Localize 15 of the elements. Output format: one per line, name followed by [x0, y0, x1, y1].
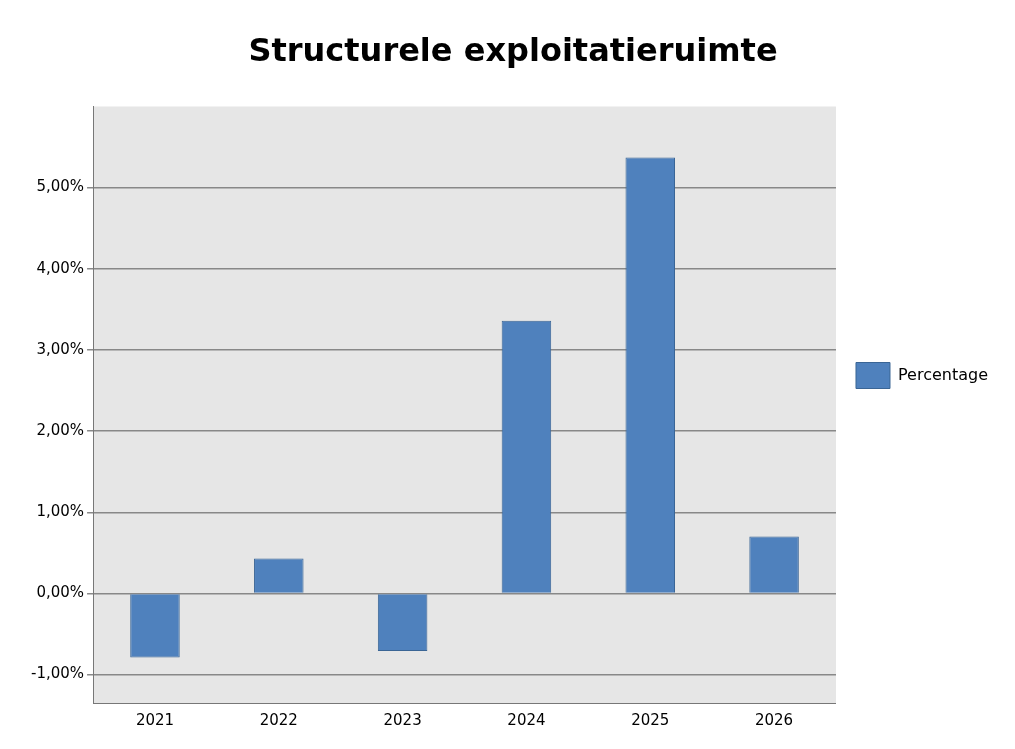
- x-tick-label: 2024: [507, 710, 546, 729]
- y-tick-label: 2,00%: [36, 420, 85, 439]
- x-tick-label: 2021: [135, 710, 175, 729]
- chart-title: Structurele exploitatieruimte: [248, 30, 778, 69]
- x-tick-label: 2025: [631, 710, 670, 729]
- legend-label: Percentage: [897, 364, 989, 384]
- x-tick-label: 2022: [259, 710, 298, 729]
- y-tick-label: 5,00%: [36, 177, 85, 196]
- y-tick-label: 3,00%: [36, 339, 85, 358]
- y-tick-label: 0,00%: [36, 583, 85, 602]
- y-tick-label: 4,00%: [36, 258, 85, 277]
- x-tick-label: 2023: [383, 710, 422, 729]
- x-tick-label: 2026: [754, 710, 794, 729]
- y-tick-label: 1,00%: [36, 502, 85, 521]
- y-tick-label: -1,00%: [30, 664, 85, 683]
